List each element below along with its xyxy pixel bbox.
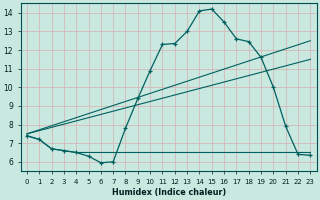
X-axis label: Humidex (Indice chaleur): Humidex (Indice chaleur) (111, 188, 226, 197)
